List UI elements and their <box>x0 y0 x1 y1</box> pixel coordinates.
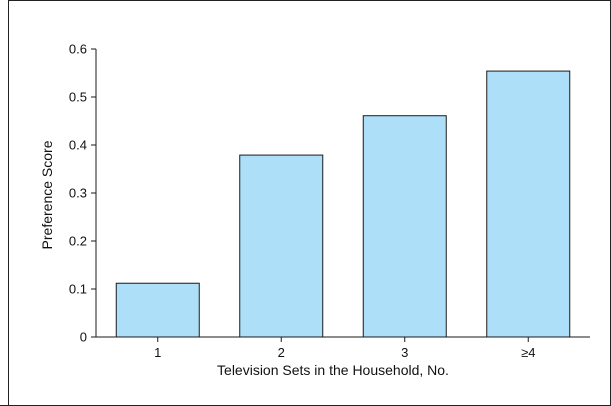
y-tick-label: 0 <box>80 330 87 345</box>
y-tick-label: 0.4 <box>69 138 87 153</box>
y-axis-title: Preference Score <box>39 140 55 249</box>
x-axis-title: Television Sets in the Household, No. <box>217 362 449 378</box>
y-axis: 0 0.1 0.2 0.3 0.4 0.5 0.6 <box>69 42 97 345</box>
frame-top-border <box>8 0 610 1</box>
x-tick-label: 2 <box>278 345 285 360</box>
bar-2 <box>239 154 324 338</box>
bars-group <box>115 70 571 338</box>
x-tick-label: ≥4 <box>521 345 535 360</box>
y-tick-label: 0.6 <box>69 42 87 57</box>
bar-1 <box>115 282 200 338</box>
bar-3 <box>362 115 447 338</box>
frame-left-border <box>8 0 9 406</box>
x-axis: 1 2 3 ≥4 <box>96 336 590 360</box>
y-tick-label: 0.5 <box>69 90 87 105</box>
y-tick-label: 0.2 <box>69 234 87 249</box>
bar-4 <box>486 70 571 338</box>
y-tick-label: 0.3 <box>69 186 87 201</box>
x-tick-label: 3 <box>401 345 408 360</box>
y-tick-label: 0.1 <box>69 282 87 297</box>
x-tick-label: 1 <box>154 345 161 360</box>
